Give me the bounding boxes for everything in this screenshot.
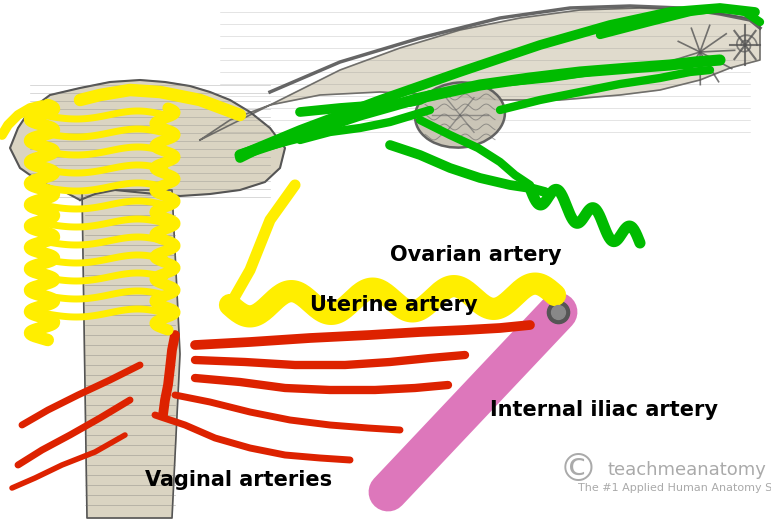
Text: teachmeanatomy: teachmeanatomy [608,461,767,479]
Polygon shape [200,8,760,140]
Text: Ovarian artery: Ovarian artery [390,245,561,265]
Text: ©: © [558,451,598,489]
Ellipse shape [415,83,505,147]
Polygon shape [10,80,285,200]
Text: The #1 Applied Human Anatomy Site on the Web.: The #1 Applied Human Anatomy Site on the… [578,483,771,493]
Text: Uterine artery: Uterine artery [310,295,477,315]
Text: Vaginal arteries: Vaginal arteries [145,470,332,490]
Polygon shape [82,190,180,518]
Text: Internal iliac artery: Internal iliac artery [490,400,718,420]
